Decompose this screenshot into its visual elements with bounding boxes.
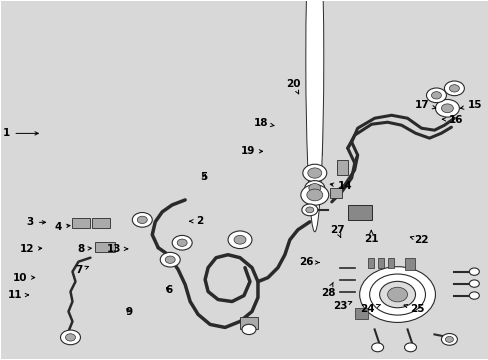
Circle shape — [234, 235, 245, 244]
Text: 4: 4 — [54, 222, 70, 231]
Polygon shape — [329, 218, 367, 242]
Circle shape — [177, 239, 187, 247]
Circle shape — [387, 287, 407, 302]
Text: 14: 14 — [329, 181, 352, 192]
Circle shape — [160, 252, 180, 267]
Circle shape — [441, 333, 456, 345]
Text: 18: 18 — [253, 118, 273, 128]
FancyBboxPatch shape — [10, 15, 254, 230]
Circle shape — [301, 204, 317, 216]
Polygon shape — [354, 307, 367, 319]
Circle shape — [262, 166, 273, 175]
Polygon shape — [387, 258, 393, 268]
Polygon shape — [59, 115, 68, 140]
Circle shape — [468, 280, 478, 287]
Polygon shape — [92, 218, 110, 228]
Polygon shape — [264, 115, 285, 140]
Text: 25: 25 — [403, 304, 424, 314]
Text: 23: 23 — [333, 301, 351, 311]
Circle shape — [369, 274, 425, 315]
Circle shape — [441, 104, 452, 113]
FancyBboxPatch shape — [173, 26, 234, 180]
Circle shape — [430, 92, 441, 99]
Circle shape — [307, 168, 321, 178]
Text: 2: 2 — [189, 216, 203, 226]
Circle shape — [137, 216, 147, 224]
Polygon shape — [68, 31, 267, 185]
Circle shape — [61, 330, 81, 345]
Circle shape — [132, 212, 152, 227]
Text: 28: 28 — [321, 282, 335, 298]
Polygon shape — [240, 318, 258, 329]
Text: 19: 19 — [241, 146, 262, 156]
Text: 5: 5 — [200, 172, 207, 182]
Circle shape — [308, 184, 320, 192]
Polygon shape — [81, 19, 271, 31]
Polygon shape — [95, 242, 115, 252]
Text: 3: 3 — [26, 217, 45, 227]
Text: 10: 10 — [13, 273, 35, 283]
Circle shape — [379, 282, 415, 308]
Circle shape — [448, 85, 458, 92]
Text: 8: 8 — [77, 244, 91, 254]
Polygon shape — [329, 188, 341, 198]
Text: 22: 22 — [409, 235, 428, 245]
Polygon shape — [336, 160, 347, 175]
Text: 16: 16 — [442, 115, 462, 125]
Circle shape — [227, 231, 251, 248]
Text: 17: 17 — [414, 100, 435, 110]
Circle shape — [262, 195, 273, 204]
Text: 11: 11 — [8, 291, 29, 301]
Text: 6: 6 — [165, 285, 172, 296]
Text: 9: 9 — [125, 307, 132, 316]
Polygon shape — [249, 19, 291, 185]
Circle shape — [65, 334, 75, 341]
Circle shape — [262, 176, 273, 184]
Circle shape — [468, 292, 478, 299]
Circle shape — [306, 189, 322, 201]
Polygon shape — [307, 60, 321, 155]
Circle shape — [359, 267, 435, 323]
FancyBboxPatch shape — [334, 255, 364, 310]
Circle shape — [300, 185, 328, 205]
Circle shape — [302, 164, 326, 182]
Circle shape — [304, 181, 324, 195]
Text: 7: 7 — [75, 265, 88, 275]
Circle shape — [165, 256, 175, 264]
Circle shape — [444, 81, 464, 96]
Circle shape — [426, 88, 446, 103]
Polygon shape — [347, 205, 371, 220]
Text: 12: 12 — [20, 244, 41, 254]
Circle shape — [371, 343, 383, 352]
Circle shape — [305, 207, 313, 213]
Text: 26: 26 — [299, 257, 319, 267]
Text: 13: 13 — [107, 244, 127, 254]
Polygon shape — [367, 258, 373, 268]
Circle shape — [242, 324, 255, 334]
Text: 21: 21 — [363, 230, 378, 244]
Ellipse shape — [305, 0, 323, 232]
Circle shape — [262, 185, 273, 194]
Polygon shape — [377, 258, 383, 268]
Text: 1: 1 — [3, 129, 38, 138]
Text: 20: 20 — [285, 78, 300, 94]
Text: 15: 15 — [460, 100, 481, 111]
Circle shape — [468, 268, 478, 275]
Circle shape — [435, 99, 458, 117]
Polygon shape — [72, 218, 90, 228]
Circle shape — [445, 337, 452, 342]
Circle shape — [404, 343, 416, 352]
Polygon shape — [404, 258, 414, 270]
Circle shape — [172, 235, 192, 250]
Text: 24: 24 — [360, 304, 380, 314]
Text: 27: 27 — [329, 225, 344, 238]
